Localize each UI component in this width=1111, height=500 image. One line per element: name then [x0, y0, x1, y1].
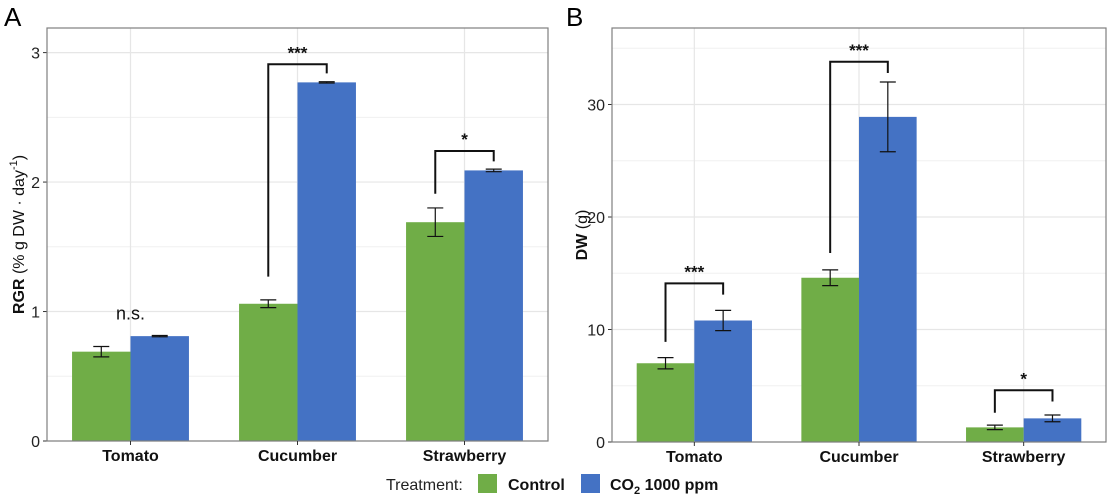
- y-axis-title-close: ): [11, 155, 28, 160]
- bar-tomato-co2: [130, 336, 189, 441]
- legend-label-co2: CO2 1000 ppm: [610, 477, 718, 497]
- x-tick-label: Cucumber: [258, 448, 337, 465]
- error-bar: [93, 345, 110, 358]
- legend-label-co2-subscript: 2: [634, 485, 640, 497]
- y-tick-label: 30: [587, 98, 605, 115]
- significance-label: ***: [288, 43, 308, 62]
- y-tick-label: 0: [31, 434, 40, 451]
- error-bar: [260, 299, 277, 309]
- error-bar: [151, 334, 168, 338]
- bar-strawberry-co2: [464, 170, 523, 441]
- y-axis-title-bold: RGR: [11, 278, 28, 314]
- panel-label: B: [566, 2, 583, 32]
- y-axis-title-rest: (g): [574, 210, 591, 234]
- significance-bracket: [993, 389, 1054, 413]
- error-bar: [1044, 414, 1061, 423]
- bar-tomato-co2: [694, 320, 752, 442]
- significance-label: ***: [849, 41, 869, 60]
- significance-label: *: [1020, 369, 1027, 388]
- y-tick-label: 20: [587, 210, 605, 227]
- significance-label: ***: [684, 262, 704, 281]
- significance-bracket: [664, 282, 725, 342]
- error-bar: [657, 357, 674, 370]
- legend-label-control: Control: [508, 477, 565, 494]
- error-bar: [318, 81, 335, 84]
- panel-label: A: [4, 2, 22, 32]
- bar-cucumber-co2: [297, 82, 356, 442]
- y-tick-label: 2: [31, 175, 40, 192]
- significance-label: n.s.: [116, 303, 145, 323]
- bar-strawberry-co2: [1023, 418, 1082, 442]
- significance-bracket: [434, 149, 495, 194]
- y-tick-label: 0: [596, 435, 605, 452]
- y-axis-title: RGR (% g DW · day-1): [8, 155, 28, 314]
- bar-cucumber-co2: [859, 116, 917, 442]
- error-bar: [822, 269, 839, 287]
- significance-bracket: [267, 63, 328, 277]
- x-tick-label: Tomato: [666, 449, 723, 466]
- bar-strawberry-control: [966, 427, 1024, 442]
- legend: Treatment: Control CO2 1000 ppm: [386, 474, 718, 497]
- bar-tomato-control: [72, 351, 131, 441]
- legend-label-co2-rest: 1000 ppm: [640, 477, 718, 494]
- x-tick-label: Tomato: [102, 448, 159, 465]
- significance-bracket: [829, 60, 889, 253]
- bar-cucumber-control: [239, 303, 298, 441]
- y-axis-title-superscript: -1: [8, 160, 20, 170]
- legend-label-co2-main: CO: [610, 477, 634, 494]
- y-axis-title-bold: DW: [574, 233, 591, 261]
- x-tick-label: Cucumber: [819, 449, 898, 466]
- legend-swatch-co2: [581, 474, 600, 493]
- x-tick-label: Strawberry: [982, 449, 1066, 466]
- y-tick-label: 10: [587, 323, 605, 340]
- y-axis-title: DW (g): [574, 210, 591, 261]
- bar-strawberry-control: [406, 222, 465, 441]
- x-tick-label: Strawberry: [423, 448, 507, 465]
- bar-tomato-control: [636, 363, 695, 442]
- error-bar: [879, 81, 896, 153]
- bar-cucumber-control: [801, 277, 859, 442]
- error-bar: [427, 207, 444, 238]
- y-tick-label: 3: [31, 46, 40, 63]
- y-axis-title-rest: (% g DW · day: [11, 170, 28, 278]
- y-tick-label: 1: [31, 305, 40, 322]
- error-bar: [485, 168, 502, 173]
- legend-title: Treatment:: [386, 477, 463, 494]
- legend-swatch-control: [478, 474, 497, 493]
- error-bar: [986, 424, 1003, 431]
- error-bar: [715, 309, 732, 332]
- significance-label: *: [461, 130, 468, 149]
